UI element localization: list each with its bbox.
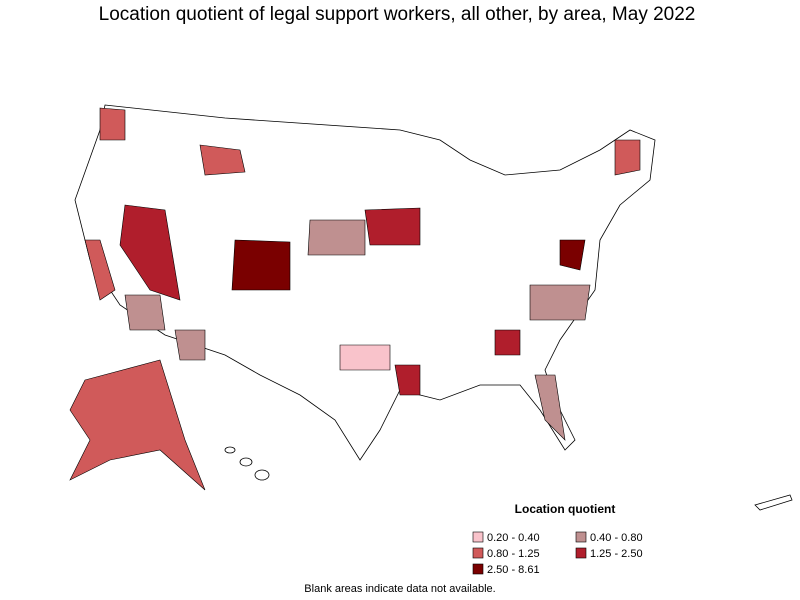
legend-swatch — [575, 531, 587, 543]
legend-swatch — [575, 547, 587, 559]
legend-swatch — [472, 531, 484, 543]
area-colorado — [231, 239, 291, 291]
area-california — [84, 239, 116, 301]
area-socal — [124, 294, 166, 331]
note: Blank areas indicate data not available. — [304, 583, 495, 595]
alaska — [69, 359, 206, 491]
area-carolinas — [529, 284, 591, 321]
area-florida — [534, 374, 566, 441]
area-minnesota — [364, 207, 421, 246]
map — [69, 104, 793, 511]
area-oklahoma — [339, 344, 391, 371]
legend-swatch — [472, 547, 484, 559]
hawaii — [239, 457, 253, 467]
area-georgia — [494, 329, 521, 356]
area-nevada — [119, 204, 181, 301]
puerto-rico — [754, 494, 793, 511]
area-montana — [199, 144, 246, 176]
legend: Location quotient 0.20 - 0.40 0.40 - 0.80… — [472, 502, 643, 576]
legend-title: Location quotient — [515, 502, 616, 516]
hawaii — [224, 446, 236, 454]
legend-label: 0.80 - 1.25 — [487, 548, 540, 560]
title: Location quotient of legal support worke… — [99, 4, 696, 25]
legend-label: 0.40 - 0.80 — [590, 532, 643, 544]
lower-48 — [74, 104, 656, 461]
area-washington — [99, 107, 126, 141]
hawaii — [254, 469, 270, 481]
legend-label: 0.20 - 0.40 — [487, 532, 540, 544]
area-maryland — [559, 239, 586, 271]
area-maine — [614, 139, 641, 176]
legend-label: 1.25 - 2.50 — [590, 548, 643, 560]
legend-swatch — [472, 563, 484, 575]
area-louisiana — [394, 364, 421, 396]
legend-label: 2.50 - 8.61 — [487, 564, 540, 576]
area-nebraska — [307, 219, 366, 256]
area-arizona — [174, 329, 206, 361]
